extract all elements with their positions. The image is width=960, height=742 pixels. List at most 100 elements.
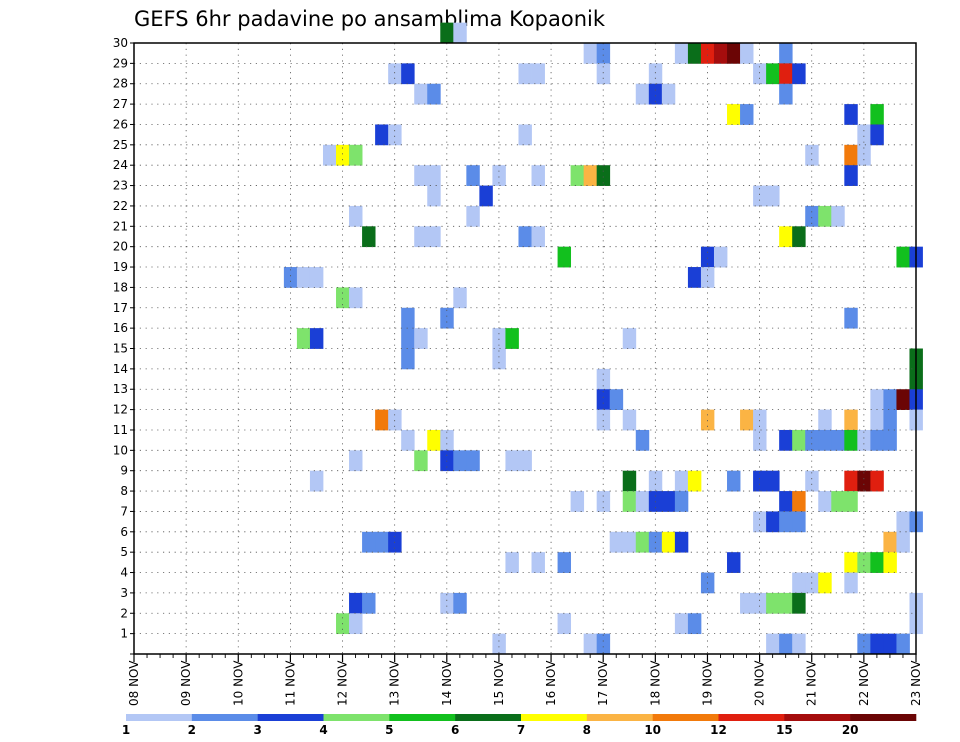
heatmap-cell [805, 470, 819, 492]
y-tick-label: 4 [120, 566, 128, 580]
heatmap-cell [296, 328, 311, 349]
heatmap-cell [453, 22, 467, 44]
y-tick-label: 30 [113, 36, 128, 50]
heatmap-cell [753, 470, 767, 492]
y-tick-label: 23 [113, 179, 128, 193]
heatmap-cell [674, 613, 689, 635]
heatmap-cell [349, 613, 363, 635]
heatmap-cell [349, 144, 363, 166]
heatmap-cell [440, 429, 454, 451]
heatmap-cell [505, 450, 519, 472]
heatmap-cell [401, 429, 415, 451]
heatmap-cell [740, 592, 754, 614]
heatmap-cell [375, 124, 389, 146]
heatmap-cell [427, 165, 441, 186]
heatmap-cell [883, 531, 897, 553]
data-cells [283, 22, 923, 655]
heatmap-cell [700, 43, 715, 64]
y-tick-label: 19 [113, 260, 128, 274]
legend-swatch [850, 714, 917, 721]
heatmap-cell [857, 470, 871, 492]
heatmap-cell [557, 613, 572, 635]
y-tick-label: 15 [113, 342, 128, 356]
heatmap-cell [792, 63, 806, 85]
y-tick-label: 9 [120, 464, 128, 478]
legend-label: 1 [122, 723, 130, 737]
heatmap-cell [779, 511, 793, 533]
heatmap-cell [844, 144, 858, 166]
heatmap-cell [792, 429, 806, 451]
heatmap-cell [896, 511, 910, 533]
heatmap-cell [427, 83, 441, 105]
heatmap-cell [414, 83, 428, 105]
x-tick-label: 19 NOV [700, 660, 714, 706]
heatmap-cell [792, 572, 806, 594]
heatmap-cell [583, 165, 598, 186]
heatmap-cell [596, 409, 611, 431]
legend-label: 20 [842, 723, 859, 737]
x-tick-label: 08 NOV [127, 660, 141, 706]
heatmap-cell [753, 185, 767, 207]
legend-label: 2 [188, 723, 196, 737]
heatmap-cell [531, 165, 545, 186]
heatmap-cell [870, 124, 884, 146]
heatmap-cell [648, 63, 663, 85]
heatmap-cell [713, 246, 728, 268]
heatmap-cell [557, 552, 572, 573]
heatmap-cell [674, 43, 689, 64]
heatmap-cell [453, 592, 467, 614]
heatmap-cell [844, 165, 858, 186]
heatmap-cell [766, 592, 780, 614]
heatmap-cell [818, 205, 832, 227]
y-tick-label: 3 [120, 586, 128, 600]
heatmap-cell [648, 470, 663, 492]
heatmap-cell [427, 226, 441, 248]
heatmap-cell [296, 267, 311, 288]
y-tick-label: 22 [113, 199, 128, 213]
heatmap-cell [687, 613, 702, 635]
x-axis: 08 NOV 09 NOV 10 NOV 11 NOV 12 NOV 13 NOV 14 N… [127, 654, 923, 706]
heatmap-cell [687, 43, 702, 64]
heatmap-cell [844, 429, 858, 451]
legend-label: 5 [385, 723, 393, 737]
y-tick-label: 25 [113, 138, 128, 152]
heatmap-cell [779, 63, 793, 85]
heatmap-cell [635, 429, 650, 451]
heatmap-cell [766, 633, 780, 655]
heatmap-cell [531, 226, 545, 248]
x-tick-label: 14 NOV [440, 660, 454, 706]
x-tick-label: 17 NOV [596, 660, 610, 706]
heatmap-cell [453, 450, 467, 472]
heatmap-cell [883, 409, 897, 431]
heatmap-cell [375, 531, 389, 553]
x-tick-label: 09 NOV [179, 660, 193, 706]
heatmap-cell [596, 63, 611, 85]
y-tick-label: 5 [120, 545, 128, 559]
heatmap-cell [740, 104, 754, 125]
heatmap-cell [336, 144, 350, 166]
heatmap-cell [740, 43, 754, 64]
heatmap-cell [414, 450, 428, 472]
heatmap-cell [518, 124, 532, 146]
heatmap-cell [505, 328, 519, 349]
heatmap-cell [779, 592, 793, 614]
heatmap-cell [635, 83, 650, 105]
heatmap-cell [792, 511, 806, 533]
heatmap-cell [583, 43, 598, 64]
heatmap-cell [596, 165, 611, 186]
heatmap-cell [727, 43, 741, 64]
y-axis: 1234567891011121314151617181920212223242… [113, 36, 134, 655]
heatmap-cell [440, 307, 454, 329]
heatmap-cell [518, 450, 532, 472]
y-tick-label: 17 [113, 301, 128, 315]
heatmap-cell [661, 531, 676, 553]
heatmap-cell [518, 226, 532, 248]
heatmap-cell [870, 470, 884, 492]
heatmap-cell [870, 429, 884, 451]
heatmap-cell [492, 633, 506, 655]
heatmap-cell [388, 409, 402, 431]
heatmap-cell [622, 409, 637, 431]
heatmap-cell [870, 633, 884, 655]
heatmap-cell [779, 43, 793, 64]
x-tick-label: 15 NOV [492, 660, 506, 706]
